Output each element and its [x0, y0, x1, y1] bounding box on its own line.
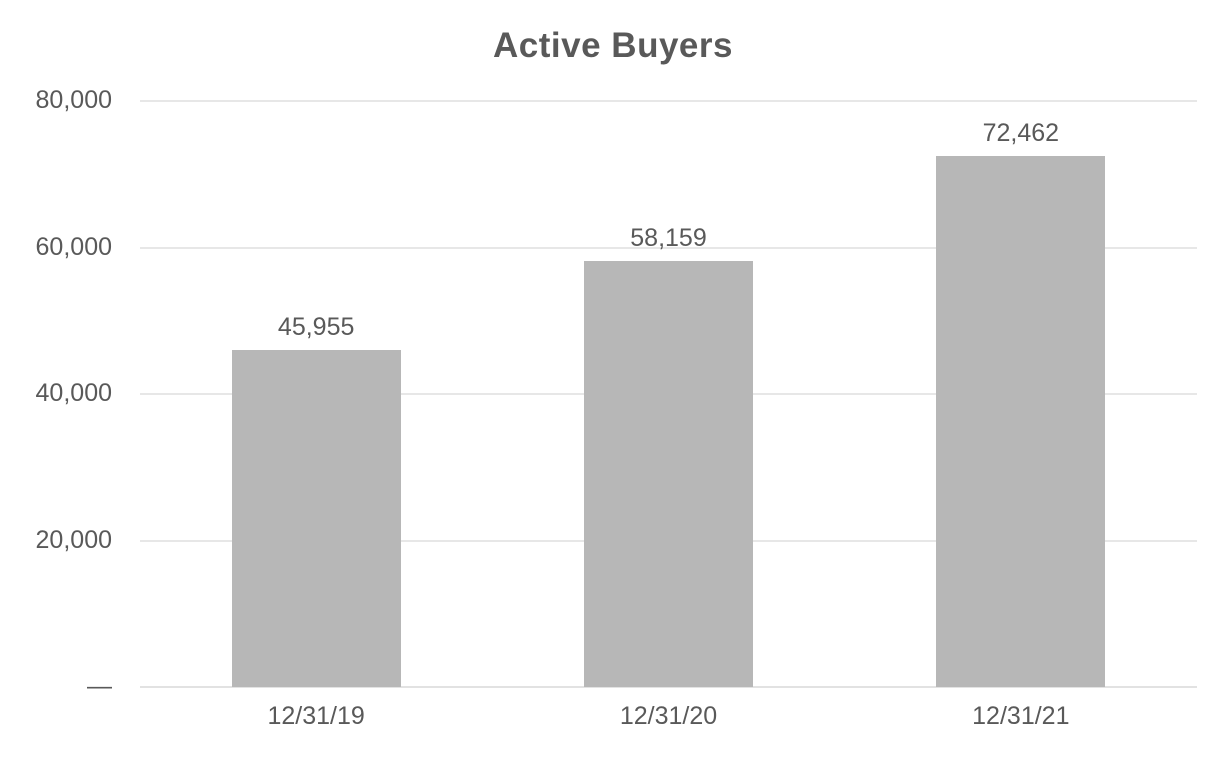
chart-title: Active Buyers: [493, 26, 733, 65]
bar-value-label: 45,955: [277, 313, 355, 342]
y-tick-label: 80,000: [35, 86, 112, 114]
x-axis-line: [140, 686, 1197, 688]
bar-12/31/19: [231, 350, 401, 687]
y-tick-label: 40,000: [35, 379, 112, 407]
gridline: [140, 100, 1197, 102]
y-tick-label: 60,000: [35, 232, 112, 261]
y-tick-label: 20,000: [35, 525, 112, 554]
y-tick-label: —: [87, 672, 112, 700]
x-tick-label: 12/31/21: [972, 702, 1070, 730]
x-tick-label: 12/31/20: [619, 702, 718, 730]
x-tick-label: 12/31/19: [267, 702, 365, 730]
bar-12/31/20: [584, 260, 753, 687]
gridline: [140, 246, 1197, 249]
bar-value-label: 58,159: [630, 223, 707, 252]
bar-value-label: 72,462: [982, 119, 1060, 148]
bar-12/31/21: [936, 156, 1106, 687]
